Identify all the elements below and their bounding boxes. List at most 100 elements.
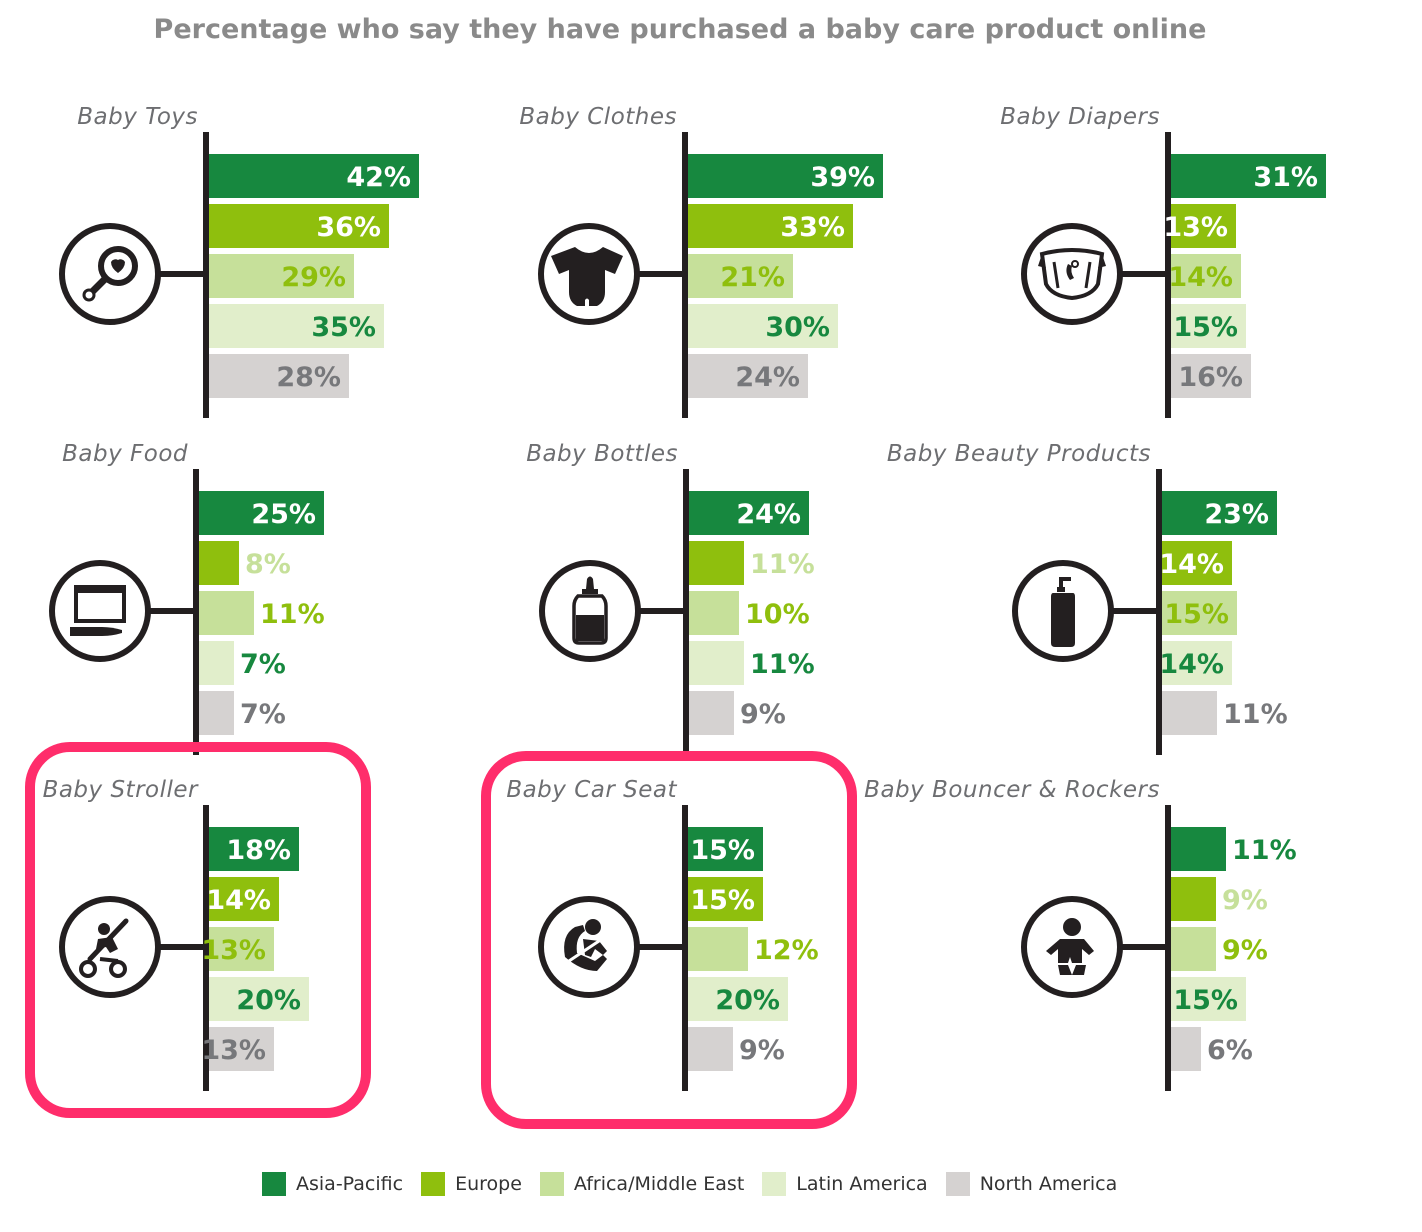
- category-label-baby-diapers: Baby Diapers: [1000, 104, 1160, 130]
- bar-baby-diapers-asia-pacific: [1171, 154, 1326, 198]
- bar-baby-diapers-europe: [1171, 204, 1236, 248]
- icon-circle-baby-food: [49, 560, 151, 662]
- legend-item-europe: Europe: [421, 1172, 522, 1196]
- bar-baby-clothes-europe: [688, 204, 853, 248]
- bar-baby-bottles-asia-pacific: [689, 491, 809, 535]
- legend-item-latin-america: Latin America: [762, 1172, 928, 1196]
- baby-bottle-icon: [572, 576, 608, 645]
- data-label-baby-food-africa-middle-east: 11%: [260, 599, 325, 630]
- legend-label-latin-america: Latin America: [796, 1173, 928, 1195]
- data-label-baby-food-latin-america: 7%: [240, 649, 286, 680]
- bar-baby-toys-asia-pacific: [209, 154, 419, 198]
- panel-baby-bouncer-and-rockers: Baby Bouncer & Rockers 11% 9% 9% 15% 6%: [864, 777, 1297, 1091]
- legend-item-africa-middle-east: Africa/Middle East: [539, 1172, 744, 1196]
- category-label-baby-clothes: Baby Clothes: [519, 104, 677, 130]
- data-label-baby-toys-africa-middle-east: 29%: [281, 262, 346, 293]
- rattle-icon: [82, 246, 138, 302]
- data-label-baby-beauty-products-latin-america: 14%: [1159, 649, 1224, 680]
- data-label-baby-car-seat-north-america: 9%: [739, 1035, 785, 1066]
- bar-baby-beauty-products-europe: [1162, 541, 1232, 585]
- bar-baby-food-latin-america: [199, 641, 234, 685]
- panel-baby-bottles: Baby Bottles 24% 11% 10% 11% 9%: [526, 441, 815, 755]
- data-label-baby-car-seat-europe: 15%: [690, 885, 755, 916]
- data-label-baby-bouncer-and-rockers-asia-pacific: 11%: [1232, 835, 1297, 866]
- legend-item-asia-pacific: Asia-Pacific: [262, 1172, 403, 1196]
- car-seat-icon: [564, 919, 607, 971]
- data-label-baby-stroller-asia-pacific: 18%: [226, 835, 291, 866]
- bar-baby-toys-north-america: [209, 354, 349, 398]
- baby-food-jar-icon: [70, 585, 126, 636]
- data-label-baby-toys-asia-pacific: 42%: [346, 162, 411, 193]
- baby-icon: [1046, 918, 1094, 975]
- data-label-baby-bouncer-and-rockers-latin-america: 15%: [1173, 985, 1238, 1016]
- data-label-baby-clothes-north-america: 24%: [735, 362, 800, 393]
- bar-baby-bouncer-and-rockers-latin-america: [1171, 977, 1246, 1021]
- data-label-baby-car-seat-asia-pacific: 15%: [690, 835, 755, 866]
- data-label-baby-bottles-asia-pacific: 24%: [736, 499, 801, 530]
- bar-baby-bouncer-and-rockers-asia-pacific: [1171, 827, 1226, 871]
- bar-baby-stroller-latin-america: [209, 977, 309, 1021]
- legend: Asia-Pacific Europe Africa/Middle East L…: [262, 1170, 1117, 1198]
- bar-baby-beauty-products-asia-pacific: [1162, 491, 1277, 535]
- bar-baby-toys-europe: [209, 204, 389, 248]
- bar-baby-diapers-africa-middle-east: [1171, 254, 1241, 298]
- bar-baby-beauty-products-latin-america: [1162, 641, 1232, 685]
- panel-baby-stroller: Baby Stroller 18% 14% 13% 20% 13%: [25, 742, 371, 1118]
- data-label-baby-bouncer-and-rockers-north-america: 6%: [1207, 1035, 1253, 1066]
- data-label-baby-clothes-latin-america: 30%: [765, 312, 830, 343]
- bar-baby-stroller-north-america: [209, 1027, 274, 1071]
- category-label-baby-bouncer-and-rockers: Baby Bouncer & Rockers: [864, 777, 1160, 803]
- bar-baby-clothes-africa-middle-east: [688, 254, 793, 298]
- panel-baby-clothes: Baby Clothes 39% 33% 21% 30% 24%: [519, 104, 883, 418]
- data-label-baby-diapers-europe: 13%: [1163, 212, 1228, 243]
- bar-baby-bouncer-and-rockers-europe: [1171, 877, 1216, 921]
- bar-baby-clothes-asia-pacific: [688, 154, 883, 198]
- bar-baby-bottles-latin-america: [689, 641, 744, 685]
- data-label-baby-bottles-north-america: 9%: [740, 699, 786, 730]
- bar-baby-bottles-europe: [689, 541, 744, 585]
- data-label-baby-food-asia-pacific: 25%: [251, 499, 316, 530]
- bar-baby-car-seat-asia-pacific: [688, 827, 763, 871]
- category-label-baby-car-seat: Baby Car Seat: [506, 777, 677, 803]
- panel-baby-diapers: Baby Diapers 31% 13% 14% 15% 16%: [1000, 104, 1326, 418]
- data-label-baby-bouncer-and-rockers-africa-middle-east: 9%: [1222, 935, 1268, 966]
- data-label-baby-toys-north-america: 28%: [276, 362, 341, 393]
- data-label-baby-diapers-africa-middle-east: 14%: [1168, 262, 1233, 293]
- bar-baby-toys-latin-america: [209, 304, 384, 348]
- bar-baby-car-seat-europe: [688, 877, 763, 921]
- panel-baby-car-seat: Baby Car Seat 15% 15% 12% 20% 9%: [481, 751, 857, 1129]
- chart-title: Percentage who say they have purchased a…: [153, 14, 1207, 45]
- bar-baby-food-asia-pacific: [199, 491, 324, 535]
- bar-baby-food-europe: [199, 541, 239, 585]
- data-label-baby-food-europe: 8%: [245, 549, 291, 580]
- data-label-baby-food-north-america: 7%: [240, 699, 286, 730]
- highlight-frame-baby-stroller: [25, 742, 371, 1118]
- bar-baby-beauty-products-africa-middle-east: [1162, 591, 1237, 635]
- bar-baby-food-africa-middle-east: [199, 591, 254, 635]
- legend-swatch-africa-middle-east: [539, 1172, 564, 1196]
- legend-item-north-america: North America: [945, 1172, 1117, 1196]
- bar-baby-diapers-north-america: [1171, 354, 1251, 398]
- bar-baby-bottles-africa-middle-east: [689, 591, 739, 635]
- data-label-baby-beauty-products-asia-pacific: 23%: [1204, 499, 1269, 530]
- data-label-baby-bottles-africa-middle-east: 10%: [745, 599, 810, 630]
- highlight-frame-baby-car-seat: [481, 751, 857, 1129]
- bar-baby-stroller-africa-middle-east: [209, 927, 274, 971]
- bar-baby-bouncer-and-rockers-africa-middle-east: [1171, 927, 1216, 971]
- lotion-bottle-icon: [1051, 577, 1075, 647]
- onesie-icon: [551, 247, 623, 306]
- data-label-baby-stroller-europe: 14%: [206, 885, 271, 916]
- data-label-baby-toys-europe: 36%: [316, 212, 381, 243]
- diaper-icon: [1038, 248, 1106, 301]
- data-label-baby-stroller-north-america: 13%: [201, 1035, 266, 1066]
- bar-baby-stroller-asia-pacific: [209, 827, 299, 871]
- bar-baby-diapers-latin-america: [1171, 304, 1246, 348]
- data-label-baby-car-seat-africa-middle-east: 12%: [754, 935, 819, 966]
- data-label-baby-diapers-asia-pacific: 31%: [1253, 162, 1318, 193]
- data-label-baby-car-seat-latin-america: 20%: [715, 985, 780, 1016]
- bar-baby-clothes-latin-america: [688, 304, 838, 348]
- bar-baby-toys-africa-middle-east: [209, 254, 354, 298]
- panel-baby-beauty-products: Baby Beauty Products 23% 14% 15% 14% 11%: [887, 441, 1288, 755]
- icon-circle-baby-toys: [59, 223, 161, 325]
